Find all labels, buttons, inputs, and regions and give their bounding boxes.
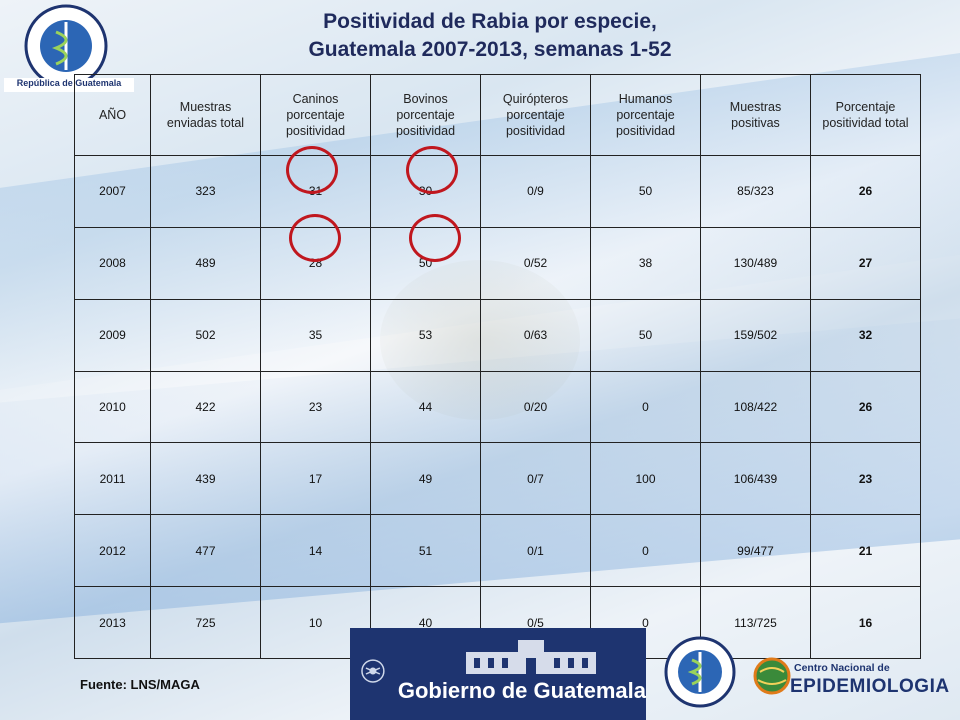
header-positive-samples: Muestras positivas [700, 74, 811, 156]
ministerio-seal-bottom-logo [664, 636, 736, 708]
cell-year: 2008 [74, 226, 151, 300]
cell-bats: 0/7 [480, 442, 591, 516]
cell-canine: 23 [260, 370, 371, 444]
rabies-positivity-table: AÑO Muestras enviadas total Caninos porc… [74, 74, 921, 659]
highlight-circle-bovine-2007 [406, 146, 458, 194]
table-header-row: AÑO Muestras enviadas total Caninos porc… [74, 74, 921, 156]
cell-bats: 0/1 [480, 514, 591, 588]
gobierno-label: Gobierno de Guatemala [397, 678, 646, 703]
cell-human: 50 [590, 155, 701, 228]
header-samples-total: Muestras enviadas total [150, 74, 261, 156]
table-row: 2012 477 14 51 0/1 0 99/477 21 [74, 514, 921, 588]
cell-total: 27 [810, 226, 921, 300]
cell-bovine: 51 [370, 514, 481, 588]
cell-human: 0 [590, 514, 701, 588]
ministerio-sub-label: República de Guatemala [16, 78, 122, 88]
cell-canine: 35 [260, 298, 371, 372]
page-title: Positividad de Rabia por especie, Guatem… [160, 8, 820, 64]
highlight-circle-bovine-2008 [409, 214, 461, 262]
cell-total: 26 [810, 370, 921, 444]
cell-bats: 0/20 [480, 370, 591, 444]
cell-human: 0 [590, 370, 701, 444]
cell-total: 26 [810, 155, 921, 228]
cell-samples: 477 [150, 514, 261, 588]
cell-bovine: 53 [370, 298, 481, 372]
cell-year: 2012 [74, 514, 151, 588]
cell-positive: 99/477 [700, 514, 811, 588]
cell-positive: 106/439 [700, 442, 811, 516]
cell-canine: 17 [260, 442, 371, 516]
cell-bats: 0/9 [480, 155, 591, 228]
cell-year: 2007 [74, 155, 151, 228]
header-human: Humanos porcentaje positividad [590, 74, 701, 156]
header-canine: Caninos porcentaje positividad [260, 74, 371, 156]
title-line-2: Guatemala 2007-2013, semanas 1-52 [308, 38, 672, 61]
table-row: 2007 323 31 30 0/9 50 85/323 26 [74, 155, 921, 228]
cell-year: 2009 [74, 298, 151, 372]
cell-year: 2013 [74, 586, 151, 659]
cell-samples: 502 [150, 298, 261, 372]
cell-positive: 130/489 [700, 226, 811, 300]
cell-positive: 159/502 [700, 298, 811, 372]
cell-human: 50 [590, 298, 701, 372]
cell-bovine: 49 [370, 442, 481, 516]
cell-samples: 725 [150, 586, 261, 659]
cell-year: 2011 [74, 442, 151, 516]
cell-bovine: 44 [370, 370, 481, 444]
cell-canine: 14 [260, 514, 371, 588]
cell-human: 38 [590, 226, 701, 300]
header-bovine: Bovinos porcentaje positividad [370, 74, 481, 156]
cell-total: 23 [810, 442, 921, 516]
cne-small-label: Centro Nacional de [794, 662, 890, 674]
cell-year: 2010 [74, 370, 151, 444]
cne-big-label: EPIDEMIOLOGIA [790, 676, 950, 697]
palace-icon [466, 640, 596, 674]
cell-samples: 323 [150, 155, 261, 228]
guatemala-coat-of-arms-icon [361, 659, 385, 683]
cell-bats: 0/63 [480, 298, 591, 372]
cell-positive: 108/422 [700, 370, 811, 444]
cell-total: 16 [810, 586, 921, 659]
cell-positive: 85/323 [700, 155, 811, 228]
highlight-circle-canine-2007 [286, 146, 338, 194]
cell-total: 32 [810, 298, 921, 372]
cell-total: 21 [810, 514, 921, 588]
header-bats: Quirópteros porcentaje positividad [480, 74, 591, 156]
source-note: Fuente: LNS/MAGA [80, 677, 200, 692]
title-line-1: Positividad de Rabia por especie, [323, 10, 657, 33]
header-year: AÑO [74, 74, 151, 156]
header-total-positivity: Porcentaje positividad total [810, 74, 921, 156]
cne-logo: Centro Nacional de EPIDEMIOLOGIA [752, 640, 957, 714]
cell-human: 100 [590, 442, 701, 516]
cell-samples: 422 [150, 370, 261, 444]
table-row: 2009 502 35 53 0/63 50 159/502 32 [74, 298, 921, 372]
table-row: 2011 439 17 49 0/7 100 106/439 23 [74, 442, 921, 516]
cell-samples: 489 [150, 226, 261, 300]
cell-bats: 0/52 [480, 226, 591, 300]
highlight-circle-canine-2008 [289, 214, 341, 262]
table-row: 2010 422 23 44 0/20 0 108/422 26 [74, 370, 921, 444]
table-row: 2008 489 28 50 0/52 38 130/489 27 [74, 226, 921, 300]
cell-samples: 439 [150, 442, 261, 516]
globe-icon [753, 657, 791, 695]
